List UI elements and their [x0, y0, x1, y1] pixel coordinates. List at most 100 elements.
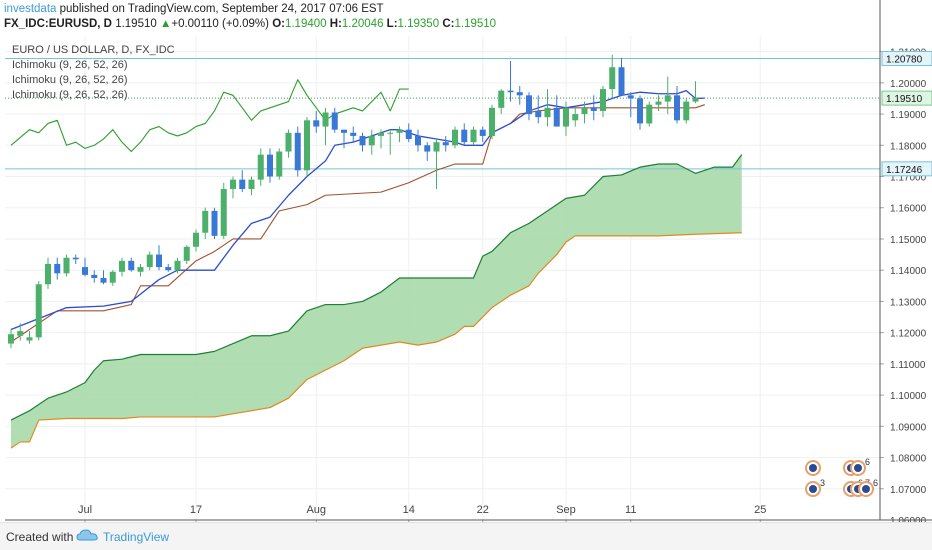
x-tick-label: Sep	[556, 504, 576, 516]
candle-body	[128, 260, 135, 271]
price-label: 1.17246	[886, 165, 923, 176]
candle-body	[581, 107, 588, 115]
x-tick-label: 25	[754, 504, 766, 516]
candle-body	[590, 107, 597, 111]
candle-body	[489, 107, 495, 136]
x-tick-label: 17	[190, 504, 202, 516]
chikou-span-line	[10, 79, 409, 153]
candle-body	[82, 267, 88, 275]
change-value: +0.00110 (+0.09%)	[171, 18, 269, 30]
x-tick-label: 11	[625, 504, 636, 516]
y-tick-label: 1.07000	[890, 485, 927, 496]
candle-body	[664, 95, 671, 102]
legend-title: EURO / US DOLLAR, D, FX_IDC	[12, 44, 175, 56]
cloud-fill	[11, 154, 742, 449]
candle-body	[368, 135, 375, 146]
candle-body	[211, 210, 218, 236]
candle-body	[285, 132, 292, 152]
candle-body	[627, 95, 634, 99]
candle-body	[257, 154, 264, 180]
symbol-label: FX_IDC:EURUSD, D	[4, 18, 112, 30]
x-tick-label: 14	[403, 504, 415, 516]
author-link[interactable]: investdata	[4, 3, 57, 15]
candle-body	[193, 232, 199, 247]
candle-body	[8, 334, 14, 344]
candle-body	[91, 274, 98, 278]
legend-indicator-1[interactable]: Ichimoku (9, 26, 52, 26)	[12, 59, 128, 71]
candle-body	[304, 120, 310, 171]
candle-body	[313, 120, 320, 127]
candle-body	[526, 95, 532, 115]
created-with-label: Created with	[6, 530, 74, 544]
y-tick-label: 1.13000	[890, 297, 927, 308]
price-axis: 1.06000 1.07000 1.08000 1.09000 1.10000 1.110…	[879, 0, 932, 527]
publish-info: published on TradingView.com, September …	[59, 3, 384, 15]
candle-body	[137, 267, 144, 272]
candle-body	[563, 107, 569, 127]
close-value: 1.19510	[454, 18, 497, 30]
candle-body	[220, 189, 227, 236]
high-label: H:	[329, 18, 342, 30]
candle-body	[248, 179, 255, 190]
candle-body	[165, 267, 172, 271]
candle-body	[156, 254, 162, 268]
candle-body	[461, 129, 468, 143]
footer-bar: Created with TradingView	[0, 522, 932, 550]
y-tick-label: 1.10000	[890, 391, 927, 402]
candle-body	[26, 337, 33, 341]
candle-body	[674, 95, 680, 121]
candle-body	[45, 263, 51, 285]
price-label: 1.19510	[886, 94, 923, 105]
candle-body	[183, 246, 190, 261]
price-label-box	[881, 90, 932, 106]
candle-body	[415, 135, 421, 146]
candle-body	[63, 257, 70, 274]
price-label-box	[881, 50, 932, 66]
y-tick-label: 1.06000	[890, 516, 927, 527]
candle-body	[637, 98, 643, 124]
candle-body	[54, 263, 61, 274]
legend-indicator-2[interactable]: Ichimoku (9, 26, 52, 26)	[12, 74, 128, 86]
open-value: 1.19400	[284, 18, 327, 30]
candle-body	[479, 129, 486, 136]
us-event-icon-count: 3	[820, 478, 825, 488]
ichimoku-cloud	[11, 154, 742, 449]
candle-body	[202, 210, 209, 233]
event-badges: 36676	[805, 457, 878, 497]
candle-body	[322, 112, 329, 127]
low-value: 1.19350	[397, 18, 440, 30]
candle-body	[452, 129, 458, 146]
candle-body	[331, 112, 338, 130]
candle-body	[100, 278, 107, 283]
candle-body	[174, 260, 181, 271]
candle-body	[655, 101, 662, 105]
y-tick-label: 1.12000	[890, 329, 927, 340]
low-label: L:	[386, 18, 398, 30]
price-value: 1.19510	[115, 18, 157, 30]
y-tick-label: 1.16000	[890, 204, 927, 215]
candle-body	[276, 151, 283, 177]
us-event-icon-fill	[862, 485, 870, 493]
tradingview-link[interactable]: TradingView	[103, 530, 170, 544]
candle-body	[267, 154, 273, 177]
us-event-icon-fill	[809, 485, 817, 493]
candle-body	[442, 142, 449, 146]
y-tick-label: 1.19000	[890, 110, 927, 121]
candle-body	[119, 260, 125, 272]
candle-body	[396, 129, 403, 133]
y-tick-label: 1.17000	[890, 173, 927, 184]
kijun-sen-line	[10, 104, 705, 343]
symbol-header: FX_IDC:EURUSD, D 1.19510 ▲+0.00110 (+0.0…	[4, 18, 496, 30]
legend-indicator-3[interactable]: Ichimoku (9, 26, 52, 26)	[12, 89, 128, 101]
candle-body	[17, 331, 24, 336]
candle-body	[72, 257, 79, 260]
x-tick-label: Jul	[78, 504, 92, 516]
candle-body	[535, 110, 542, 118]
candle-body	[146, 254, 153, 268]
candle-body	[239, 179, 246, 190]
open-label: O:	[272, 18, 285, 30]
high-value: 1.20046	[341, 18, 384, 30]
y-tick-label: 1.18000	[890, 141, 927, 152]
y-tick-label: 1.11000	[890, 360, 926, 371]
